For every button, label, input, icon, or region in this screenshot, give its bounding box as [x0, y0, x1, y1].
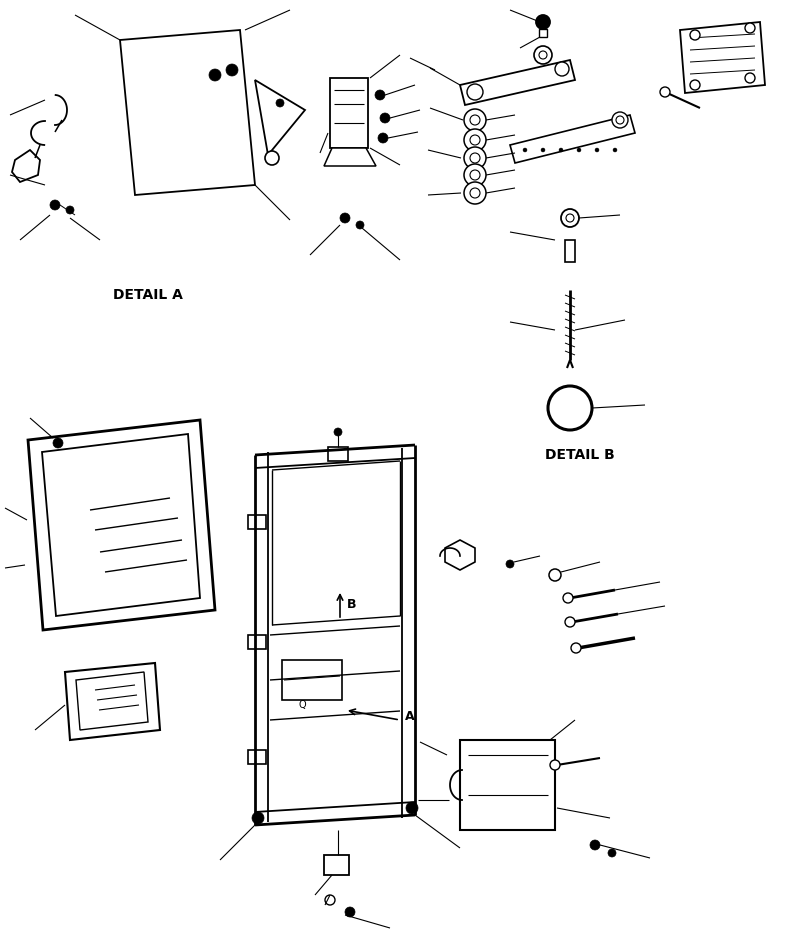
Text: DETAIL A: DETAIL A — [113, 288, 183, 302]
Text: B: B — [347, 598, 357, 611]
Circle shape — [324, 895, 335, 905]
Circle shape — [356, 221, 364, 229]
Circle shape — [570, 643, 581, 653]
Bar — [282, 660, 341, 700]
Circle shape — [562, 593, 573, 603]
Bar — [247, 750, 266, 764]
Circle shape — [470, 135, 479, 145]
Bar — [328, 447, 348, 461]
Circle shape — [226, 64, 238, 76]
Circle shape — [565, 617, 574, 627]
Polygon shape — [679, 22, 764, 93]
Circle shape — [265, 151, 279, 165]
Bar — [329, 78, 368, 148]
Polygon shape — [459, 60, 574, 105]
Polygon shape — [444, 540, 475, 570]
Circle shape — [470, 153, 479, 163]
Circle shape — [659, 87, 669, 97]
Circle shape — [463, 164, 485, 186]
Circle shape — [615, 116, 623, 124]
Circle shape — [467, 84, 483, 100]
Circle shape — [251, 812, 263, 824]
Circle shape — [333, 428, 341, 436]
Polygon shape — [28, 420, 214, 630]
Polygon shape — [65, 663, 160, 740]
Circle shape — [540, 148, 544, 152]
Circle shape — [589, 840, 599, 850]
Circle shape — [689, 80, 699, 90]
Bar — [538, 29, 546, 37]
Circle shape — [607, 849, 615, 857]
Circle shape — [548, 569, 560, 581]
Circle shape — [53, 438, 63, 448]
Polygon shape — [12, 150, 40, 182]
Circle shape — [406, 802, 418, 814]
Text: DETAIL B: DETAIL B — [544, 448, 614, 462]
Circle shape — [522, 148, 526, 152]
Circle shape — [377, 133, 388, 143]
Circle shape — [611, 112, 627, 128]
Circle shape — [463, 147, 485, 169]
Circle shape — [612, 148, 616, 152]
Circle shape — [548, 386, 591, 430]
Circle shape — [505, 560, 513, 568]
Circle shape — [565, 214, 573, 222]
Circle shape — [554, 62, 569, 76]
Circle shape — [538, 51, 546, 59]
Circle shape — [470, 115, 479, 125]
Polygon shape — [459, 740, 554, 830]
Bar — [247, 635, 266, 649]
Circle shape — [560, 209, 578, 227]
Circle shape — [463, 129, 485, 151]
Circle shape — [463, 109, 485, 131]
Circle shape — [577, 148, 581, 152]
Polygon shape — [42, 434, 200, 616]
Polygon shape — [509, 115, 634, 163]
Circle shape — [340, 213, 349, 223]
Circle shape — [275, 99, 283, 107]
Polygon shape — [324, 148, 376, 166]
Text: Q: Q — [298, 700, 305, 710]
Polygon shape — [76, 672, 148, 730]
Circle shape — [744, 73, 754, 83]
Circle shape — [50, 200, 60, 210]
Circle shape — [689, 30, 699, 40]
Circle shape — [558, 148, 562, 152]
Circle shape — [344, 907, 355, 917]
Circle shape — [380, 113, 389, 123]
Polygon shape — [120, 30, 255, 195]
Circle shape — [744, 23, 754, 33]
Circle shape — [209, 69, 221, 81]
Circle shape — [463, 182, 485, 204]
Polygon shape — [255, 80, 304, 155]
Circle shape — [594, 148, 598, 152]
Circle shape — [536, 15, 549, 29]
Circle shape — [470, 170, 479, 180]
Bar — [324, 855, 349, 875]
Circle shape — [533, 46, 552, 64]
Circle shape — [549, 760, 560, 770]
Bar — [565, 240, 574, 262]
Circle shape — [374, 90, 385, 100]
Text: A: A — [405, 711, 414, 724]
Bar — [247, 515, 266, 529]
Circle shape — [470, 188, 479, 198]
Circle shape — [66, 206, 74, 214]
